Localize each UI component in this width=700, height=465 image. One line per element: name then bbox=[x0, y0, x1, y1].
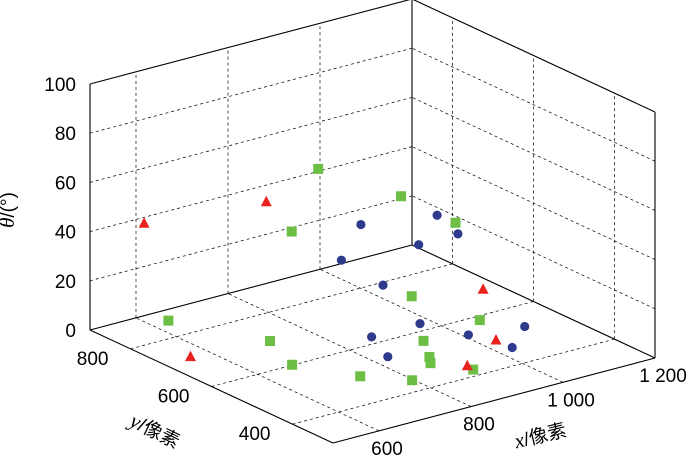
y-axis-label: y/像素 bbox=[124, 408, 184, 454]
grid-line-x-floor bbox=[135, 317, 380, 432]
z-tick-label: 80 bbox=[55, 124, 76, 145]
data-point-circle bbox=[414, 240, 424, 250]
data-point-square bbox=[286, 226, 297, 237]
grid-line-y-floor bbox=[130, 263, 453, 350]
axes-frame bbox=[89, 0, 656, 444]
data-point-square bbox=[407, 375, 418, 386]
x-tick-label: 1 200 bbox=[639, 366, 687, 387]
x-tick-label: 1 000 bbox=[547, 390, 595, 411]
frame-edge bbox=[412, 0, 656, 113]
data-point-square bbox=[450, 217, 461, 228]
data-point-square bbox=[313, 163, 324, 174]
data-point-triangle bbox=[185, 350, 196, 362]
frame-edge bbox=[89, 244, 413, 331]
data-point-square bbox=[424, 352, 435, 363]
x-tick-label: 800 bbox=[463, 415, 495, 436]
y-tick-label: 400 bbox=[239, 424, 271, 445]
data-point-circle bbox=[378, 280, 388, 290]
data-point-circle bbox=[520, 321, 530, 332]
z-tick-label: 0 bbox=[65, 321, 76, 342]
data-point-circle bbox=[415, 318, 425, 329]
z-tick-label: 60 bbox=[55, 173, 76, 194]
x-tick-label: 600 bbox=[371, 439, 403, 460]
data-point-circle bbox=[383, 352, 393, 362]
grid-line-x-floor bbox=[319, 268, 564, 383]
data-point-triangle bbox=[490, 333, 502, 345]
z-tick-label: 100 bbox=[44, 75, 76, 96]
frame-edge bbox=[332, 357, 656, 444]
data-point-circle bbox=[356, 219, 366, 230]
data-point-square bbox=[163, 315, 174, 326]
frame-edge bbox=[89, 329, 334, 444]
data-point-square bbox=[425, 358, 436, 369]
data-point-circle bbox=[432, 210, 442, 220]
data-point-square bbox=[265, 336, 275, 347]
z-tick-label: 40 bbox=[55, 223, 76, 244]
data-point-triangle bbox=[260, 195, 272, 207]
grid-line-z-back bbox=[89, 146, 413, 232]
data-point-circle bbox=[336, 255, 346, 265]
frame-edge bbox=[89, 0, 411, 85]
data-point-square bbox=[468, 364, 479, 375]
grid-line-y-floor bbox=[292, 338, 615, 425]
data-point-square bbox=[287, 359, 298, 370]
grid-line-z-back bbox=[89, 97, 413, 183]
grid-line-z-back bbox=[89, 47, 413, 134]
data-point-square bbox=[418, 335, 429, 346]
data-point-triangle bbox=[477, 283, 489, 294]
grid-line-z-side bbox=[411, 97, 656, 211]
grid-line-y-floor bbox=[211, 301, 534, 387]
tick-labels: 0 20 40 60 80 100 600 800 1 000 1 200 400 600 800 bbox=[44, 75, 686, 460]
data-point-circle bbox=[367, 332, 377, 342]
y-tick-label: 800 bbox=[77, 349, 109, 370]
frame-edge bbox=[411, 244, 656, 359]
grid-line-x-floor bbox=[227, 293, 472, 407]
data-point-circle bbox=[453, 229, 463, 239]
y-tick-label: 600 bbox=[158, 387, 190, 408]
x-axis-label: x/像素 bbox=[511, 417, 569, 453]
data-point-triangle bbox=[138, 217, 150, 228]
grid-lines bbox=[89, 0, 656, 432]
grid-line-z-back bbox=[89, 195, 413, 282]
data-point-square bbox=[406, 291, 417, 302]
data-point-square bbox=[474, 315, 485, 326]
grid-line-z-side bbox=[411, 47, 656, 162]
z-tick-label: 20 bbox=[55, 272, 76, 293]
data-points bbox=[138, 163, 530, 386]
data-point-triangle bbox=[461, 359, 473, 371]
z-axis-label: θ/(°) bbox=[0, 192, 19, 228]
data-point-square bbox=[355, 371, 366, 382]
data-point-circle bbox=[463, 330, 473, 340]
data-point-square bbox=[396, 191, 406, 202]
data-point-circle bbox=[507, 342, 517, 353]
